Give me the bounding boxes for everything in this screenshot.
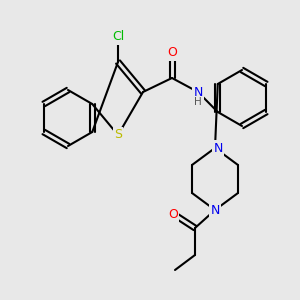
Text: O: O — [168, 208, 178, 221]
Text: O: O — [167, 46, 177, 59]
Text: S: S — [114, 128, 122, 142]
Text: N: N — [210, 203, 220, 217]
Text: H: H — [194, 97, 202, 107]
Text: Cl: Cl — [112, 31, 124, 44]
Text: N: N — [193, 85, 203, 98]
Text: N: N — [213, 142, 223, 154]
